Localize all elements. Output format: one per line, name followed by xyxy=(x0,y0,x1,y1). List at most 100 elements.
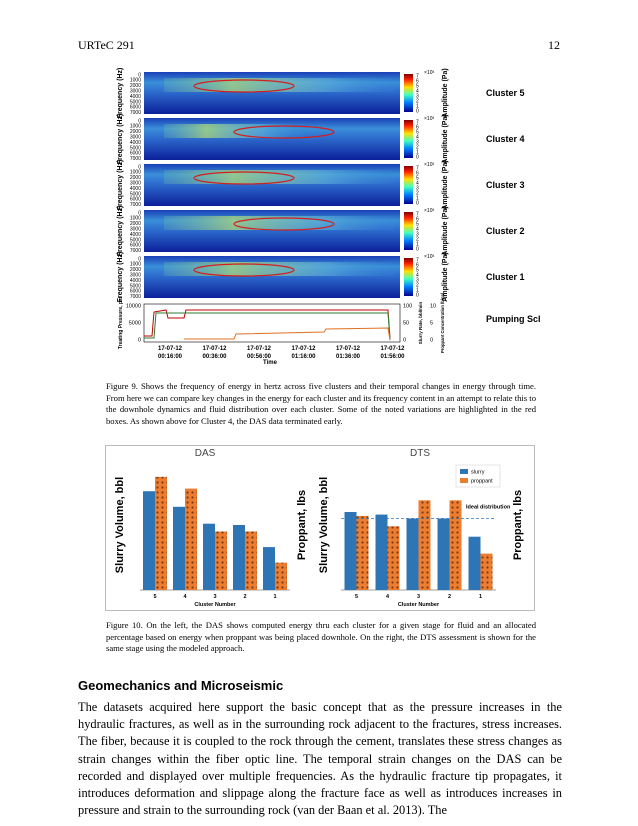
amplitude-label: Amplitude (Pa) xyxy=(442,114,449,163)
frequency-tick: 7000 xyxy=(130,156,141,162)
colorbar-tick: 2 xyxy=(416,98,419,104)
time-tick-time: 00:16:00 xyxy=(158,354,183,360)
frequency-tick: 3000 xyxy=(130,227,141,233)
frequency-tick: 5000 xyxy=(130,145,141,151)
colorbar-tick: 0 xyxy=(416,292,419,298)
pressure-tick: 10000 xyxy=(126,303,141,309)
bar xyxy=(437,518,450,590)
colorbar-tick: 1 xyxy=(416,149,419,155)
colorbar-tick: 4 xyxy=(416,88,419,94)
x-tick-label: 1 xyxy=(273,594,276,600)
bar-pattern xyxy=(387,526,400,590)
x-tick-label: 5 xyxy=(355,594,358,600)
colorbar-tick: 5 xyxy=(416,221,419,227)
time-tick-time: 01:16:00 xyxy=(291,354,316,360)
frequency-tick: 2000 xyxy=(130,175,141,181)
frequency-tick: 6000 xyxy=(130,289,141,295)
chart-title: DAS xyxy=(195,448,216,459)
frequency-tick: 1000 xyxy=(130,124,141,130)
bar xyxy=(263,547,275,590)
proppant-tick: 10 xyxy=(430,303,436,309)
colorbar-exponent: ×10³ xyxy=(424,162,434,168)
bar-pattern xyxy=(480,553,493,590)
frequency-tick: 3000 xyxy=(130,89,141,95)
time-tick-time: 01:36:00 xyxy=(336,354,361,360)
frequency-tick: 2000 xyxy=(130,129,141,135)
pressure-tick: 5000 xyxy=(129,320,141,326)
x-axis-label: Cluster Number xyxy=(398,602,440,608)
frequency-tick: 0 xyxy=(138,118,141,124)
proppant-curve xyxy=(184,327,391,341)
frequency-tick: 6000 xyxy=(130,243,141,249)
colorbar-tick: 1 xyxy=(416,287,419,293)
proppant-label: Proppant Concentration lb/gal xyxy=(440,293,445,353)
frequency-tick: 5000 xyxy=(130,99,141,105)
reference-label: Ideal distribution xyxy=(466,505,511,511)
colorbar-tick: 4 xyxy=(416,226,419,232)
frequency-tick: 3000 xyxy=(130,181,141,187)
y2-axis-label: Proppant, lbs xyxy=(512,490,524,560)
pressure-tick: 0 xyxy=(138,337,141,343)
frequency-tick: 4000 xyxy=(130,278,141,284)
header-right: 12 xyxy=(548,38,560,52)
frequency-tick: 1000 xyxy=(130,216,141,222)
colorbar-tick: 5 xyxy=(416,175,419,181)
colorbar-tick: 1 xyxy=(416,241,419,247)
proppant-tick: 5 xyxy=(430,320,433,326)
colorbar-tick: 7 xyxy=(416,211,419,217)
slurry-tick: 100 xyxy=(403,303,412,309)
colorbar-tick: 6 xyxy=(416,78,419,84)
section-paragraph: The datasets acquired here support the b… xyxy=(78,700,562,818)
bar-pattern xyxy=(155,476,167,590)
slurry-curve xyxy=(144,312,391,341)
frequency-tick: 7000 xyxy=(130,202,141,208)
cluster-label: Cluster 1 xyxy=(486,272,525,282)
colorbar-tick: 5 xyxy=(416,83,419,89)
colorbar xyxy=(404,166,413,204)
colorbar-tick: 1 xyxy=(416,195,419,201)
frequency-tick: 5000 xyxy=(130,283,141,289)
colorbar-tick: 6 xyxy=(416,124,419,130)
x-tick-label: 2 xyxy=(448,594,451,600)
colorbar-exponent: ×10³ xyxy=(424,208,434,214)
y-axis-label: Slurry Volume, bbl xyxy=(318,477,330,573)
time-tick-date: 17-07-12 xyxy=(291,346,316,352)
time-tick-time: 01:56:00 xyxy=(380,354,405,360)
x-tick-label: 3 xyxy=(213,594,216,600)
x-tick-label: 2 xyxy=(243,594,246,600)
bar-pattern xyxy=(185,488,197,590)
pressure-curve xyxy=(144,309,391,339)
cluster-label: Cluster 4 xyxy=(486,134,525,144)
colorbar-tick: 0 xyxy=(416,246,419,252)
frequency-tick: 0 xyxy=(138,164,141,170)
figure-9: Frequency (Hz) 01000200030004000500060007… xyxy=(117,68,540,366)
frequency-tick: 2000 xyxy=(130,221,141,227)
spectrogram-energy xyxy=(164,216,394,230)
highlight xyxy=(193,263,295,277)
frequency-tick: 4000 xyxy=(130,140,141,146)
colorbar-tick: 7 xyxy=(416,257,419,263)
slurry-label: Slurry Rate, bbl/min xyxy=(418,301,423,344)
colorbar-tick: 5 xyxy=(416,129,419,135)
frequency-label: Frequency (Hz) xyxy=(117,252,124,303)
colorbar-tick: 3 xyxy=(416,93,419,99)
colorbar xyxy=(404,120,413,158)
y2-axis-label: Proppant, lbs xyxy=(296,490,308,560)
slurry-tick: 0 xyxy=(403,337,406,343)
time-tick-time: 00:36:00 xyxy=(202,354,227,360)
slurry-tick: 50 xyxy=(403,320,409,326)
bar-pattern xyxy=(449,500,462,590)
colorbar-tick: 0 xyxy=(416,108,419,114)
x-tick-label: 4 xyxy=(386,594,390,600)
frequency-tick: 5000 xyxy=(130,191,141,197)
highlight xyxy=(233,217,335,231)
frequency-label: Frequency (Hz) xyxy=(117,206,124,257)
colorbar-tick: 3 xyxy=(416,139,419,145)
figure-10: DAS Slurry Volume, bbl Proppant, lbs 5 4 3 2 1 C… xyxy=(105,445,535,611)
frequency-tick: 3000 xyxy=(130,273,141,279)
colorbar-tick: 3 xyxy=(416,277,419,283)
frequency-tick: 3000 xyxy=(130,135,141,141)
bar xyxy=(406,518,419,590)
frequency-tick: 6000 xyxy=(130,151,141,157)
